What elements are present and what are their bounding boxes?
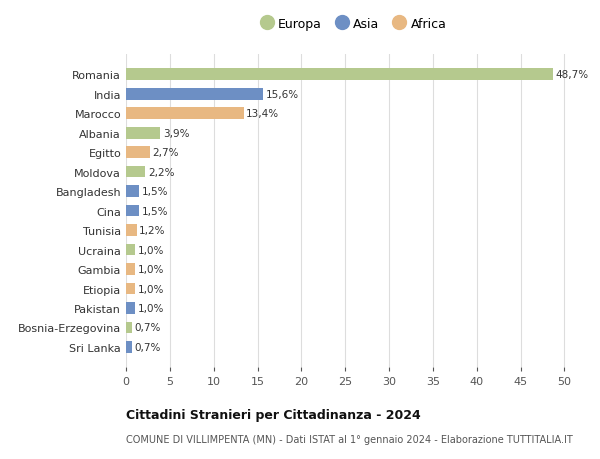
Bar [126,205,139,217]
Text: 0,7%: 0,7% [135,342,161,352]
Bar [126,244,135,256]
Text: 1,0%: 1,0% [137,264,164,274]
Bar [126,147,149,159]
Text: COMUNE DI VILLIMPENTA (MN) - Dati ISTAT al 1° gennaio 2024 - Elaborazione TUTTIT: COMUNE DI VILLIMPENTA (MN) - Dati ISTAT … [126,434,573,444]
Text: 3,9%: 3,9% [163,129,190,139]
Text: 1,5%: 1,5% [142,206,168,216]
Bar [126,263,135,275]
Text: 2,7%: 2,7% [152,148,179,158]
Bar [126,225,137,236]
Text: 48,7%: 48,7% [556,70,589,80]
Bar [126,89,263,101]
Text: Cittadini Stranieri per Cittadinanza - 2024: Cittadini Stranieri per Cittadinanza - 2… [126,409,421,421]
Bar [126,322,132,334]
Bar [126,69,553,81]
Bar [126,283,135,295]
Text: 2,2%: 2,2% [148,167,175,177]
Text: 1,5%: 1,5% [142,187,168,197]
Text: 13,4%: 13,4% [246,109,279,119]
Bar [126,108,244,120]
Text: 1,0%: 1,0% [137,303,164,313]
Text: 1,2%: 1,2% [139,225,166,235]
Bar [126,302,135,314]
Legend: Europa, Asia, Africa: Europa, Asia, Africa [258,15,450,35]
Bar [126,341,132,353]
Text: 15,6%: 15,6% [265,90,299,100]
Bar [126,186,139,197]
Text: 1,0%: 1,0% [137,284,164,294]
Text: 1,0%: 1,0% [137,245,164,255]
Text: 0,7%: 0,7% [135,323,161,333]
Bar [126,128,160,139]
Bar [126,167,145,178]
